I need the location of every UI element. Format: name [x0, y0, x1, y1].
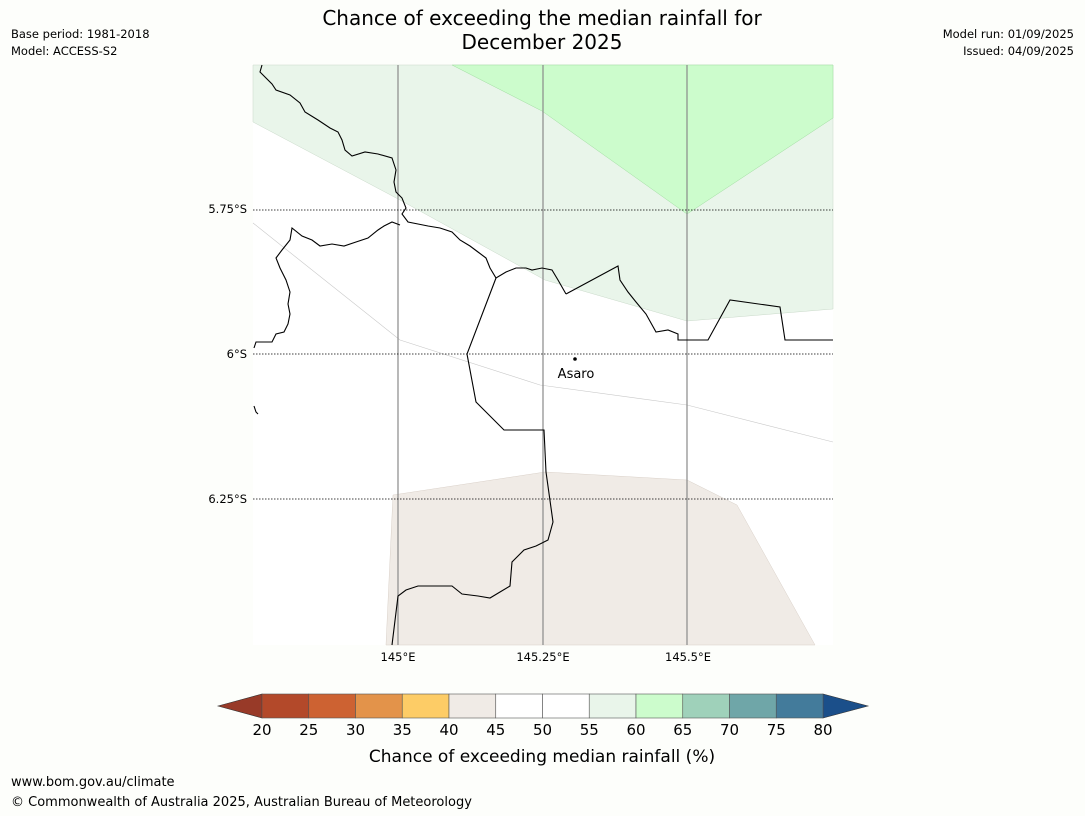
colorbar-cell-35-40: [401, 693, 450, 719]
base-period: Base period: 1981-2018: [11, 27, 150, 41]
colorbar-over-arrow: [822, 693, 870, 719]
model-name: Model: ACCESS-S2: [11, 44, 118, 58]
colorbar-cell-75-80: [775, 693, 824, 719]
colorbar-cells: [261, 693, 824, 719]
region-60-65: [451, 64, 834, 215]
colorbar-tick-70: 70: [720, 721, 739, 739]
map-title: Chance of exceeding the median rainfall …: [242, 6, 842, 54]
region-40-45: [385, 471, 816, 646]
lat-label-6-25: 6.25°S: [208, 492, 247, 506]
colorbar-cell-30-35: [355, 693, 403, 719]
colorbar-tick-20: 20: [252, 721, 271, 739]
colorbar-cell-60-65: [635, 693, 684, 719]
map-panel: Asaro 5.75°S 6°S 6.25°S 145°E 145.25°E 1…: [208, 64, 834, 664]
colorbar-cell-55-60: [588, 693, 637, 719]
colorbar-tick-45: 45: [486, 721, 505, 739]
colorbar-cell-40-45: [448, 693, 497, 719]
boundary-north-west: [259, 64, 567, 295]
colorbar-cell-25-30: [308, 693, 356, 719]
info-right: Model run: 01/09/2025 Issued: 04/09/2025: [943, 26, 1074, 60]
colorbar-tick-labels: 20 25 30 35 40 45 50 55 60 65 70 75 80: [252, 721, 832, 739]
colorbar-tick-75: 75: [767, 721, 786, 739]
place-label-asaro: Asaro: [558, 367, 595, 382]
colorbar-tick-65: 65: [673, 721, 692, 739]
lon-label-145-5: 145.5°E: [665, 650, 711, 664]
lon-label-145: 145°E: [381, 650, 416, 664]
contour-line: [252, 222, 834, 443]
colorbar-cell-65-70: [682, 693, 730, 719]
footer-copyright: © Commonwealth of Australia 2025, Austra…: [11, 795, 472, 810]
colorbar-cell-20-25: [261, 693, 310, 719]
title-line-1: Chance of exceeding the median rainfall …: [322, 6, 762, 30]
colorbar-tick-60: 60: [626, 721, 645, 739]
colorbar-tick-55: 55: [580, 721, 599, 739]
colorbar-tick-25: 25: [299, 721, 318, 739]
colorbar-cell-70-75: [729, 693, 777, 719]
colorbar-cell-45-50: [495, 693, 543, 719]
title-line-2: December 2025: [461, 30, 623, 54]
colorbar-tick-80: 80: [813, 721, 832, 739]
colorbar-cell-50-55: [542, 693, 590, 719]
colorbar-tick-40: 40: [439, 721, 458, 739]
issued-date: Issued: 04/09/2025: [963, 44, 1074, 58]
province-boundaries: [253, 64, 833, 646]
lat-label-6: 6°S: [227, 347, 247, 361]
model-run: Model run: 01/09/2025: [942, 27, 1074, 41]
info-left: Base period: 1981-2018 Model: ACCESS-S2: [11, 26, 150, 60]
boundary-east: [565, 265, 833, 341]
asaro-marker: [573, 357, 577, 361]
colorbar-tick-30: 30: [346, 721, 365, 739]
colorbar-tick-50: 50: [533, 721, 552, 739]
colorbar-tick-35: 35: [393, 721, 412, 739]
lon-label-145-25: 145.25°E: [516, 650, 569, 664]
colorbar-label: Chance of exceeding median rainfall (%): [369, 747, 715, 767]
boundary-fragment: [253, 405, 259, 415]
colorbar-under-arrow: [216, 693, 263, 719]
colorbar: 20 25 30 35 40 45 50 55 60 65 70 75 80 Chance of exc…: [216, 693, 870, 767]
footer-url[interactable]: www.bom.gov.au/climate: [11, 775, 175, 790]
boundary-central: [391, 277, 554, 646]
lat-label-5-75: 5.75°S: [208, 202, 247, 216]
boundary-south-west: [253, 221, 401, 349]
